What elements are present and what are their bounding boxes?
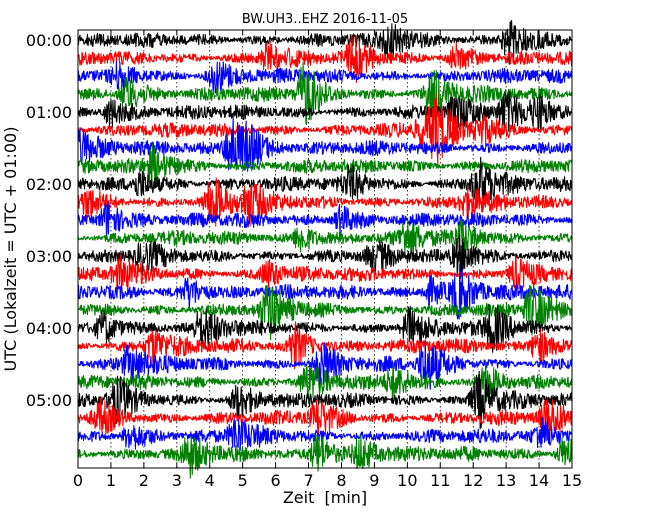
y-tick-label: 03:00 [26, 247, 72, 266]
trace-0200 [77, 156, 573, 206]
x-tick-label: 0 [73, 471, 83, 490]
y-axis: 00:00 01:00 02:00 03:00 04:00 05:00 [26, 31, 572, 410]
x-tick-label: 3 [172, 471, 182, 490]
trace-0300 [77, 234, 573, 280]
trace-0215 [77, 177, 573, 227]
trace-0100 [77, 90, 573, 134]
y-tick-label: 04:00 [26, 319, 72, 338]
x-tick-label: 12 [463, 471, 483, 490]
trace-0045 [77, 61, 573, 125]
trace-0245 [77, 218, 573, 257]
x-tick-label: 7 [303, 471, 313, 490]
x-tick-label: 2 [139, 471, 149, 490]
trace-0530 [77, 416, 573, 452]
y-tick-label: 05:00 [26, 391, 72, 410]
plot-frame [77, 29, 573, 469]
trace-0000 [77, 19, 573, 65]
x-tick-label: 6 [271, 471, 281, 490]
x-tick-label: 11 [430, 471, 450, 490]
trace-0445 [77, 360, 573, 404]
x-tick-label: 8 [336, 471, 346, 490]
y-tick-label: 00:00 [26, 31, 72, 50]
x-axis: 0 1 2 3 4 5 6 7 8 9 10 11 12 13 14 15 [73, 30, 582, 490]
y-tick-label: 01:00 [26, 103, 72, 122]
trace-0115 [77, 93, 573, 165]
trace-0230 [77, 201, 573, 238]
x-tick-label: 10 [397, 471, 417, 490]
x-tick-label: 5 [238, 471, 248, 490]
x-axis-label: Zeit [min] [283, 488, 367, 507]
x-tick-label: 14 [529, 471, 549, 490]
traces [77, 19, 573, 479]
trace-0030 [77, 60, 573, 96]
trace-0015 [77, 34, 573, 84]
trace-0315 [77, 253, 573, 293]
chart-title: BW.UH3..EHZ 2016-11-05 [242, 12, 408, 27]
trace-0330 [77, 263, 573, 320]
trace-0515 [77, 397, 573, 441]
trace-0500 [77, 370, 573, 430]
x-tick-label: 15 [562, 471, 582, 490]
y-tick-label: 02:00 [26, 175, 72, 194]
x-tick-label: 1 [106, 471, 116, 490]
trace-0545 [77, 434, 573, 479]
y-axis-label: UTC (Lokalzeit = UTC + 01:00) [1, 127, 20, 372]
x-tick-label: 4 [205, 471, 215, 490]
x-tick-label: 13 [496, 471, 516, 490]
trace-0400 [77, 303, 573, 353]
trace-0430 [77, 339, 573, 390]
trace-0130 [77, 115, 573, 172]
x-tick-label: 9 [369, 471, 379, 490]
trace-0145 [77, 143, 573, 186]
